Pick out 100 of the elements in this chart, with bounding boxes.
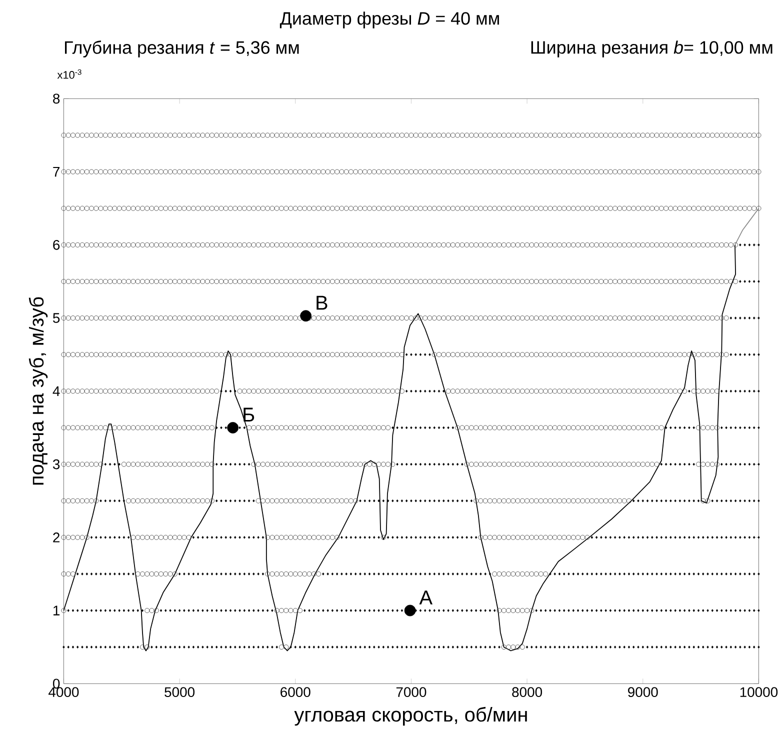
point bbox=[496, 534, 502, 540]
point bbox=[292, 571, 298, 576]
point bbox=[506, 534, 512, 540]
y-tick-label: 4 bbox=[52, 386, 60, 396]
point bbox=[172, 534, 178, 540]
point bbox=[130, 534, 136, 540]
point bbox=[149, 608, 154, 614]
point bbox=[543, 534, 548, 540]
x-tick-label: 7000 bbox=[396, 687, 426, 698]
point bbox=[524, 571, 530, 576]
x-axis-title: угловая скорость, об/мин bbox=[294, 706, 527, 726]
point bbox=[302, 534, 308, 540]
point bbox=[575, 534, 581, 540]
point bbox=[158, 571, 164, 576]
point bbox=[61, 571, 66, 576]
point bbox=[135, 534, 140, 540]
point bbox=[501, 644, 506, 650]
point bbox=[168, 534, 173, 540]
y-tick-label: 6 bbox=[53, 240, 60, 250]
point bbox=[297, 608, 303, 614]
point bbox=[515, 644, 520, 650]
point bbox=[520, 608, 525, 614]
point bbox=[284, 534, 289, 540]
point bbox=[330, 534, 335, 540]
text: x10$^{-3}$ bbox=[57, 69, 82, 79]
point bbox=[265, 571, 270, 576]
point bbox=[274, 608, 280, 614]
point bbox=[529, 608, 534, 614]
point bbox=[274, 534, 280, 540]
point bbox=[506, 608, 512, 614]
point bbox=[510, 608, 516, 614]
point bbox=[168, 571, 173, 576]
point bbox=[288, 608, 294, 614]
point bbox=[306, 571, 312, 576]
point bbox=[135, 571, 140, 576]
point bbox=[584, 534, 590, 540]
point bbox=[66, 534, 71, 540]
point bbox=[70, 534, 76, 540]
point bbox=[149, 571, 154, 576]
chart-title: Диаметр фрезы D = 40 мм bbox=[280, 12, 499, 28]
point bbox=[538, 571, 544, 576]
point bbox=[140, 534, 146, 540]
x-tick-label: 4000 bbox=[48, 687, 79, 698]
point bbox=[552, 534, 558, 540]
point bbox=[482, 534, 488, 540]
point bbox=[154, 608, 159, 614]
point bbox=[538, 534, 544, 540]
point bbox=[520, 571, 525, 576]
point bbox=[297, 534, 303, 540]
point bbox=[80, 534, 85, 540]
point bbox=[520, 534, 525, 540]
point bbox=[487, 534, 493, 540]
point bbox=[311, 534, 316, 540]
point bbox=[84, 534, 90, 540]
point bbox=[316, 571, 322, 576]
point bbox=[144, 571, 150, 576]
point bbox=[278, 534, 284, 540]
point bbox=[144, 534, 150, 540]
point bbox=[284, 571, 289, 576]
point bbox=[149, 534, 154, 540]
point bbox=[529, 571, 534, 576]
y-tick-label: 8 bbox=[53, 94, 60, 104]
annotation: Б bbox=[244, 408, 254, 422]
annotation: В bbox=[316, 296, 328, 310]
y-tick-label: 7 bbox=[53, 166, 60, 177]
point bbox=[524, 608, 530, 614]
point bbox=[534, 571, 539, 576]
point bbox=[570, 534, 576, 540]
point bbox=[316, 534, 322, 540]
point bbox=[311, 571, 316, 576]
point bbox=[496, 571, 502, 576]
point bbox=[75, 534, 80, 540]
point bbox=[278, 571, 284, 576]
point bbox=[506, 644, 512, 650]
x-tick-label: 8000 bbox=[512, 687, 542, 698]
point bbox=[186, 534, 192, 540]
point bbox=[302, 571, 308, 576]
point bbox=[515, 534, 520, 540]
point bbox=[334, 534, 340, 540]
point bbox=[274, 571, 280, 576]
point bbox=[284, 644, 289, 650]
point bbox=[496, 608, 502, 614]
point bbox=[140, 571, 146, 576]
point bbox=[177, 534, 182, 540]
annotation: А bbox=[419, 590, 433, 604]
point bbox=[66, 571, 71, 576]
x-tick-label: 10000 bbox=[740, 687, 778, 698]
point bbox=[140, 644, 146, 650]
point bbox=[292, 608, 298, 614]
point bbox=[284, 608, 289, 614]
point bbox=[278, 608, 284, 614]
point bbox=[265, 534, 270, 540]
point bbox=[297, 571, 303, 576]
point bbox=[158, 534, 164, 540]
point bbox=[534, 534, 539, 540]
y-tick-label: 2 bbox=[53, 532, 60, 542]
point bbox=[154, 571, 159, 576]
point bbox=[154, 534, 159, 540]
point bbox=[562, 534, 567, 540]
point bbox=[270, 534, 275, 540]
